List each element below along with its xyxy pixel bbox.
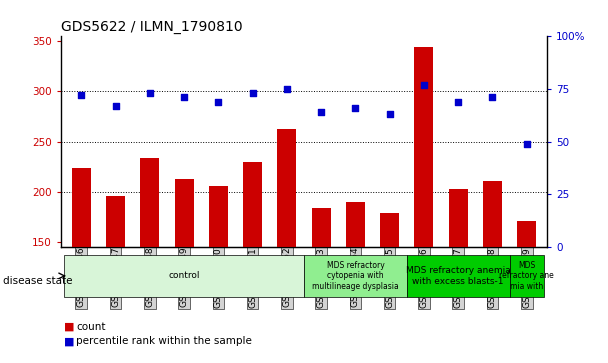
Point <box>145 90 154 96</box>
Point <box>316 109 326 115</box>
Bar <box>483 181 502 247</box>
Point <box>454 99 463 105</box>
Bar <box>449 189 468 247</box>
Text: GDS5622 / ILMN_1790810: GDS5622 / ILMN_1790810 <box>61 20 243 34</box>
Bar <box>346 202 365 247</box>
Bar <box>140 158 159 247</box>
Bar <box>304 255 407 297</box>
Text: count: count <box>76 322 106 332</box>
Bar <box>209 186 228 247</box>
Point <box>282 86 292 92</box>
Bar <box>510 255 544 297</box>
Point <box>111 103 120 109</box>
Bar <box>407 255 510 297</box>
Text: ■: ■ <box>64 336 74 346</box>
Point <box>77 92 86 98</box>
Bar <box>72 168 91 247</box>
Text: MDS
refractory ane
mia with: MDS refractory ane mia with <box>499 261 554 291</box>
Point <box>213 99 223 105</box>
Bar <box>277 129 296 247</box>
Point <box>247 90 257 96</box>
Point <box>488 94 497 100</box>
Bar <box>106 196 125 247</box>
Bar <box>380 213 399 247</box>
Text: MDS refractory
cytopenia with
multilineage dysplasia: MDS refractory cytopenia with multilinea… <box>312 261 399 291</box>
Bar <box>243 162 262 247</box>
Bar <box>517 221 536 247</box>
Point <box>179 94 189 100</box>
Text: percentile rank within the sample: percentile rank within the sample <box>76 336 252 346</box>
Text: control: control <box>168 272 200 280</box>
Bar <box>312 208 331 247</box>
Point <box>419 82 429 87</box>
Point <box>522 141 531 147</box>
Text: disease state: disease state <box>3 276 72 286</box>
Point <box>385 111 395 117</box>
Text: MDS refractory anemia
with excess blasts-1: MDS refractory anemia with excess blasts… <box>406 266 511 286</box>
Bar <box>415 47 434 247</box>
Point <box>351 105 361 111</box>
Text: ■: ■ <box>64 322 74 332</box>
Bar <box>64 255 304 297</box>
Bar <box>174 179 193 247</box>
